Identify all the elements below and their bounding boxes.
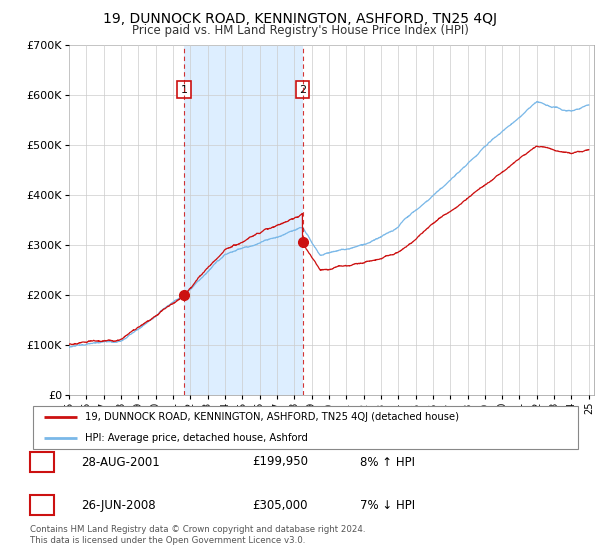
Text: 8% ↑ HPI: 8% ↑ HPI bbox=[360, 455, 415, 469]
Text: £199,950: £199,950 bbox=[252, 455, 308, 469]
Text: HPI: Average price, detached house, Ashford: HPI: Average price, detached house, Ashf… bbox=[85, 433, 308, 444]
Text: 7% ↓ HPI: 7% ↓ HPI bbox=[360, 498, 415, 512]
FancyBboxPatch shape bbox=[33, 406, 578, 450]
Text: Contains HM Land Registry data © Crown copyright and database right 2024.
This d: Contains HM Land Registry data © Crown c… bbox=[30, 525, 365, 545]
Text: 1: 1 bbox=[181, 85, 188, 95]
Text: 26-JUN-2008: 26-JUN-2008 bbox=[81, 498, 155, 512]
Bar bbox=[184, 45, 302, 395]
Text: 19, DUNNOCK ROAD, KENNINGTON, ASHFORD, TN25 4QJ (detached house): 19, DUNNOCK ROAD, KENNINGTON, ASHFORD, T… bbox=[85, 412, 459, 422]
Text: 1: 1 bbox=[38, 455, 46, 469]
Text: 19, DUNNOCK ROAD, KENNINGTON, ASHFORD, TN25 4QJ: 19, DUNNOCK ROAD, KENNINGTON, ASHFORD, T… bbox=[103, 12, 497, 26]
Text: 28-AUG-2001: 28-AUG-2001 bbox=[81, 455, 160, 469]
Text: 2: 2 bbox=[299, 85, 306, 95]
Text: 2: 2 bbox=[38, 498, 46, 512]
Text: £305,000: £305,000 bbox=[252, 498, 308, 512]
Text: Price paid vs. HM Land Registry's House Price Index (HPI): Price paid vs. HM Land Registry's House … bbox=[131, 24, 469, 36]
